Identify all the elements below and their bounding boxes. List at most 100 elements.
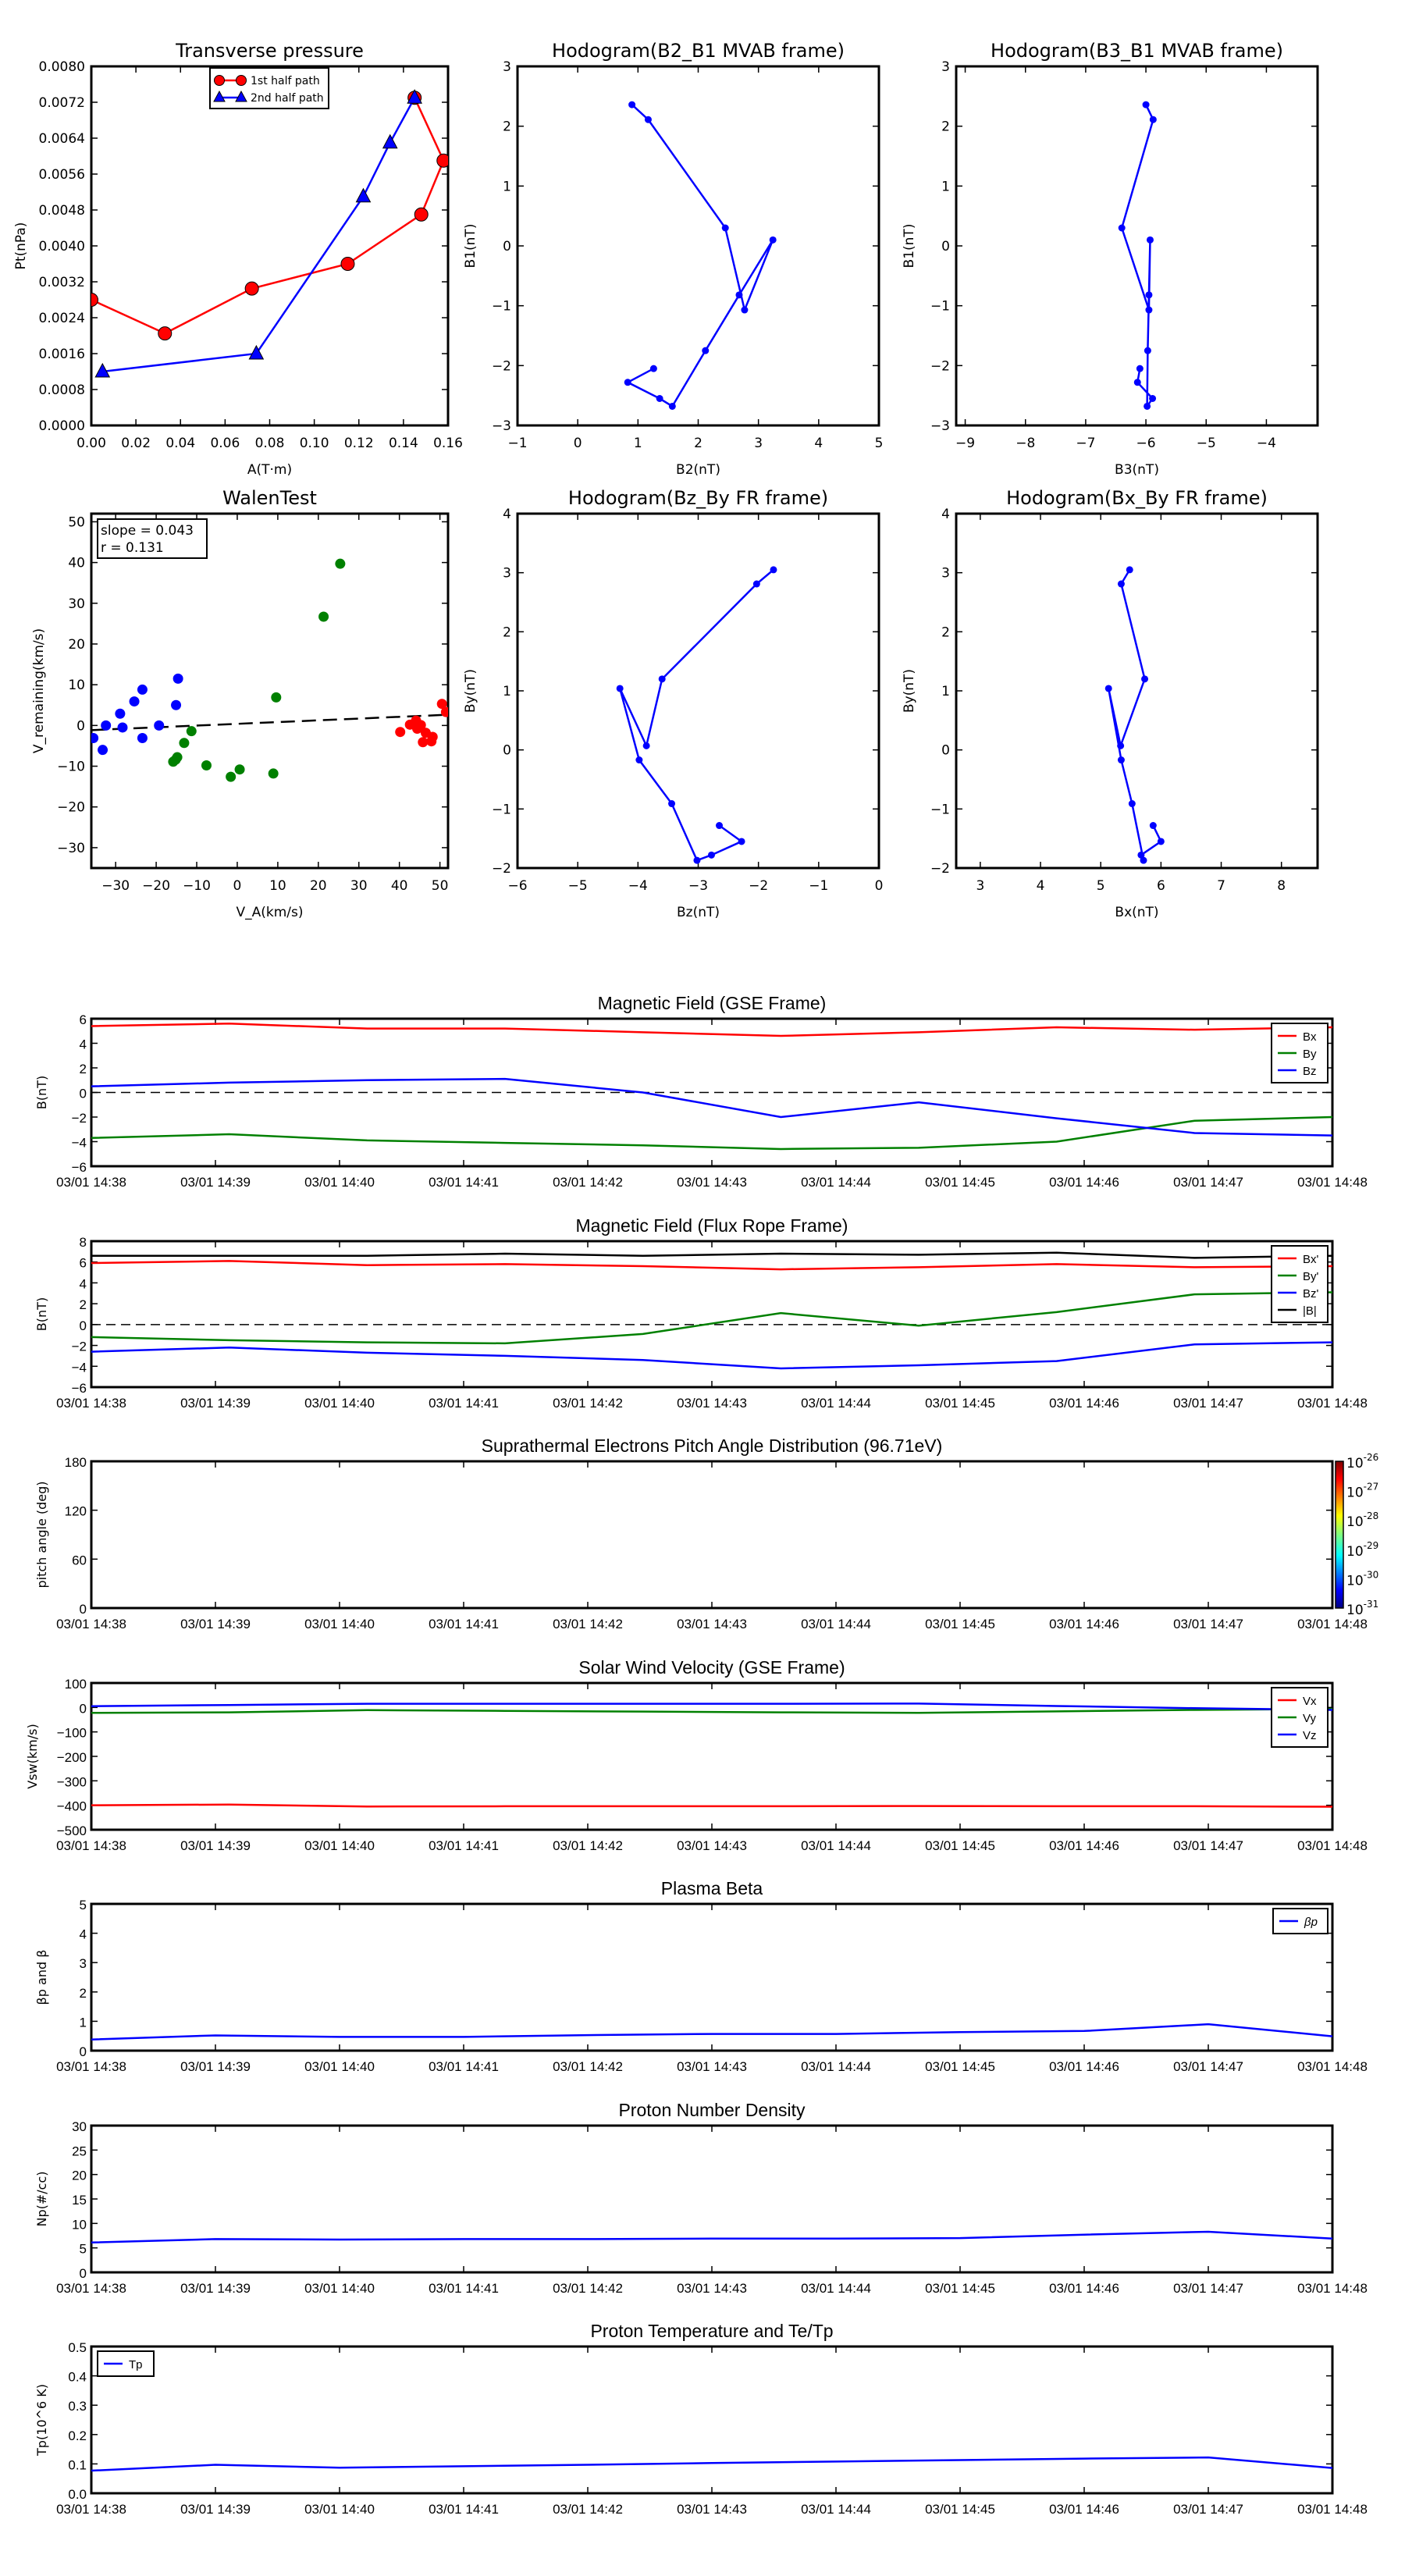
- y-tick-label: −1: [492, 802, 511, 817]
- y-tick-label: 0: [941, 743, 950, 759]
- data-point: [702, 347, 710, 354]
- x-tick-label: 2: [694, 436, 702, 451]
- y-tick-label: 0.0064: [39, 131, 85, 147]
- data-point: [1145, 291, 1153, 299]
- y-tick-label: 3: [941, 59, 950, 75]
- x-tick-label: 03/01 14:41: [429, 2059, 499, 2074]
- plot-area: [91, 89, 448, 378]
- data-point: [318, 611, 329, 622]
- panel-vsw: Solar Wind Velocity (GSE Frame) 03/01 14:…: [25, 1657, 1368, 1853]
- data-point: [1118, 224, 1126, 232]
- panel-np: Proton Number Density 03/01 14:38 03/01 14…: [34, 2100, 1368, 2296]
- data-point: [173, 673, 183, 684]
- x-tick-label: 0: [574, 436, 582, 451]
- x-axis-label: Bz(nT): [677, 905, 720, 920]
- y-tick-label: 15: [72, 2193, 87, 2208]
- chart-title: Hodogram(B3_B1 MVAB frame): [991, 40, 1283, 62]
- data-point: [395, 727, 406, 738]
- series-line-hodogram: [618, 568, 774, 862]
- data-point: [1145, 306, 1153, 314]
- data-point: [244, 281, 259, 296]
- y-tick-label: 0.0024: [39, 311, 85, 326]
- plot-frame: [90, 2124, 1334, 2274]
- x-tick-label: 03/01 14:46: [1049, 2059, 1119, 2074]
- colorbar-tick-label: 10-28: [1346, 1510, 1378, 1530]
- data-point: [436, 153, 448, 168]
- legend-label: 2nd half path: [251, 92, 324, 105]
- fit-line: [91, 713, 448, 731]
- y-tick-label: 30: [72, 2119, 87, 2134]
- y-tick-label: 30: [68, 596, 85, 612]
- data-point: [1157, 838, 1165, 845]
- y-tick-label: 0.5: [68, 2340, 87, 2355]
- y-axis-label: By(nT): [902, 669, 917, 713]
- x-tick-label: 03/01 14:44: [801, 1838, 871, 1853]
- data-point: [649, 365, 657, 372]
- x-tick-label: 03/01 14:38: [56, 2059, 126, 2074]
- y-tick-label: 5: [80, 1898, 87, 1912]
- x-tick-label: 0.04: [165, 436, 195, 451]
- y-tick-label: −1: [930, 299, 950, 315]
- plot-frame: [90, 1460, 1334, 1610]
- x-tick-label: 0: [233, 878, 242, 894]
- y-tick-label: −2: [492, 358, 511, 374]
- x-tick-label: 0.12: [344, 436, 374, 451]
- chart-title: Magnetic Field (GSE Frame): [598, 993, 827, 1013]
- series-line-Bx: [91, 1023, 1333, 1037]
- y-tick-label: −2: [930, 861, 950, 877]
- y-tick-label: 0: [80, 1318, 87, 1333]
- data-point: [1117, 742, 1125, 749]
- x-tick-label: 03/01 14:47: [1173, 2059, 1243, 2074]
- y-tick-label: 0: [80, 1087, 87, 1101]
- x-tick-label: 03/01 14:43: [677, 1838, 747, 1853]
- series-line-Vy: [91, 1707, 1333, 1714]
- x-tick-label: −6: [1136, 436, 1156, 451]
- legend-label: βp: [1304, 1916, 1318, 1929]
- x-tick-label: 0.02: [121, 436, 151, 451]
- data-point: [707, 851, 715, 859]
- y-tick-label: −1: [492, 299, 511, 315]
- data-point: [770, 566, 777, 574]
- data-point: [115, 708, 126, 719]
- x-tick-label: 03/01 14:38: [56, 2502, 126, 2517]
- y-tick-label: 2: [80, 1297, 87, 1312]
- x-tick-label: 0.08: [255, 436, 285, 451]
- series-line-By': [91, 1291, 1333, 1345]
- x-tick-label: −30: [101, 878, 130, 894]
- x-tick-label: 03/01 14:47: [1173, 1396, 1243, 1411]
- y-tick-label: 120: [65, 1504, 87, 1519]
- x-tick-label: −9: [955, 436, 975, 451]
- x-axis-label: B2(nT): [676, 462, 720, 478]
- y-tick-label: 20: [68, 637, 85, 653]
- legend-label: Vy: [1303, 1712, 1316, 1725]
- data-point: [407, 89, 422, 104]
- x-tick-label: 03/01 14:41: [429, 1617, 499, 1631]
- data-point: [628, 101, 636, 109]
- data-point: [1128, 800, 1136, 808]
- x-tick-label: 4: [814, 436, 823, 451]
- data-point: [769, 236, 777, 244]
- data-point: [98, 745, 108, 756]
- x-axis-label: A(T·m): [247, 462, 292, 478]
- y-tick-label: 0: [941, 239, 950, 254]
- data-point: [1141, 675, 1149, 683]
- x-tick-label: 0.06: [210, 436, 240, 451]
- x-tick-label: −2: [749, 878, 768, 894]
- legend-label: Tp: [129, 2358, 143, 2371]
- y-tick-label: 8: [80, 1235, 87, 1250]
- y-tick-label: 0.0072: [39, 95, 85, 111]
- x-tick-label: −1: [507, 436, 527, 451]
- y-tick-label: 0: [80, 1602, 87, 1617]
- series-line-1st-half-path: [91, 97, 445, 335]
- y-tick-label: 25: [72, 2144, 87, 2158]
- x-tick-label: 03/01 14:45: [925, 2281, 995, 2296]
- data-point: [1117, 756, 1125, 764]
- x-tick-label: −4: [628, 878, 648, 894]
- y-tick-label: 100: [65, 1677, 87, 1692]
- x-tick-label: 03/01 14:38: [56, 1838, 126, 1853]
- x-tick-label: 0.16: [433, 436, 463, 451]
- series-line-Bz': [91, 1341, 1333, 1370]
- panel-pad: Suprathermal Electrons Pitch Angle Distr…: [34, 1436, 1378, 1631]
- x-tick-label: 03/01 14:39: [180, 1175, 251, 1190]
- x-tick-label: 03/01 14:40: [304, 2281, 375, 2296]
